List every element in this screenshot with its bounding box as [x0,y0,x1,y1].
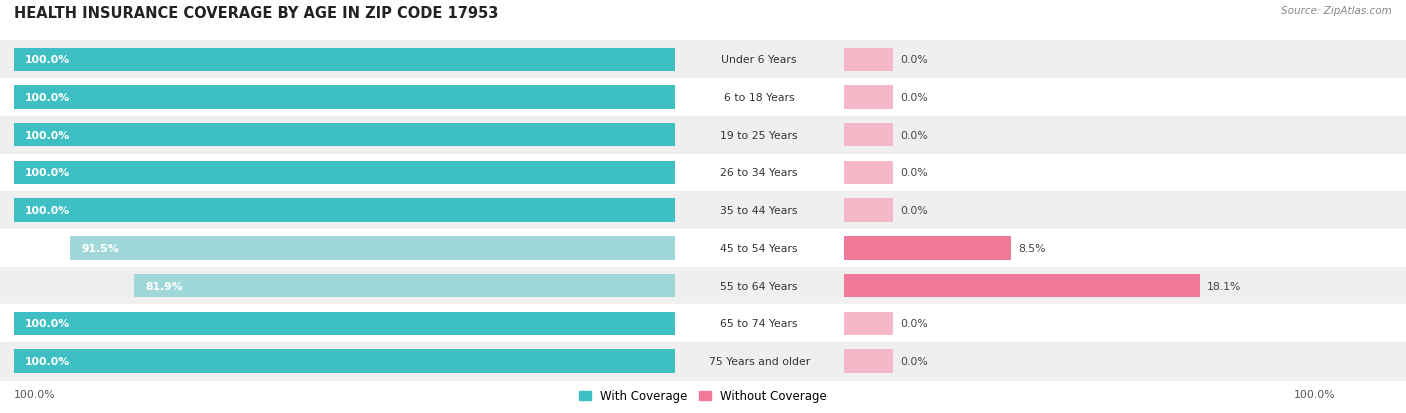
Bar [14,124,675,147]
Text: 19 to 25 Years: 19 to 25 Years [720,131,799,140]
Text: HEALTH INSURANCE COVERAGE BY AGE IN ZIP CODE 17953: HEALTH INSURANCE COVERAGE BY AGE IN ZIP … [14,6,499,21]
Text: 100.0%: 100.0% [25,356,70,366]
Text: 81.9%: 81.9% [145,281,183,291]
Bar [134,274,675,297]
Bar [844,349,893,373]
Bar [14,86,675,109]
Text: 0.0%: 0.0% [900,55,928,65]
Legend: With Coverage, Without Coverage: With Coverage, Without Coverage [574,385,832,407]
Text: 45 to 54 Years: 45 to 54 Years [720,243,799,253]
Bar [0,192,1406,230]
Text: 26 to 34 Years: 26 to 34 Years [720,168,799,178]
Bar [0,79,1406,116]
Bar [0,267,1406,305]
Text: Under 6 Years: Under 6 Years [721,55,797,65]
Bar [0,41,1406,79]
Text: 100.0%: 100.0% [25,168,70,178]
Text: 0.0%: 0.0% [900,206,928,216]
Text: 91.5%: 91.5% [82,243,120,253]
Text: 75 Years and older: 75 Years and older [709,356,810,366]
Bar [844,161,893,185]
Text: 6 to 18 Years: 6 to 18 Years [724,93,794,103]
Text: 100.0%: 100.0% [25,131,70,140]
Text: 0.0%: 0.0% [900,93,928,103]
Bar [0,305,1406,342]
Bar [0,230,1406,267]
Bar [14,161,675,185]
Bar [0,154,1406,192]
Bar [844,86,893,109]
Text: 8.5%: 8.5% [1018,243,1046,253]
Text: 35 to 44 Years: 35 to 44 Years [720,206,799,216]
Bar [14,199,675,222]
Text: Source: ZipAtlas.com: Source: ZipAtlas.com [1281,6,1392,16]
Text: 100.0%: 100.0% [1294,389,1336,399]
Text: 0.0%: 0.0% [900,168,928,178]
Text: 0.0%: 0.0% [900,318,928,328]
Text: 18.1%: 18.1% [1206,281,1241,291]
Bar [844,199,893,222]
Text: 100.0%: 100.0% [25,55,70,65]
Text: 100.0%: 100.0% [25,318,70,328]
Text: 100.0%: 100.0% [14,389,56,399]
Text: 100.0%: 100.0% [25,206,70,216]
Bar [0,116,1406,154]
Bar [0,342,1406,380]
Bar [844,124,893,147]
Text: 65 to 74 Years: 65 to 74 Years [720,318,799,328]
Bar [14,48,675,72]
Bar [70,237,675,260]
Bar [844,48,893,72]
Bar [844,237,1011,260]
Bar [14,349,675,373]
Text: 0.0%: 0.0% [900,356,928,366]
Text: 100.0%: 100.0% [25,93,70,103]
Bar [14,312,675,335]
Text: 55 to 64 Years: 55 to 64 Years [720,281,799,291]
Text: 0.0%: 0.0% [900,131,928,140]
Bar [844,312,893,335]
Bar [844,274,1199,297]
